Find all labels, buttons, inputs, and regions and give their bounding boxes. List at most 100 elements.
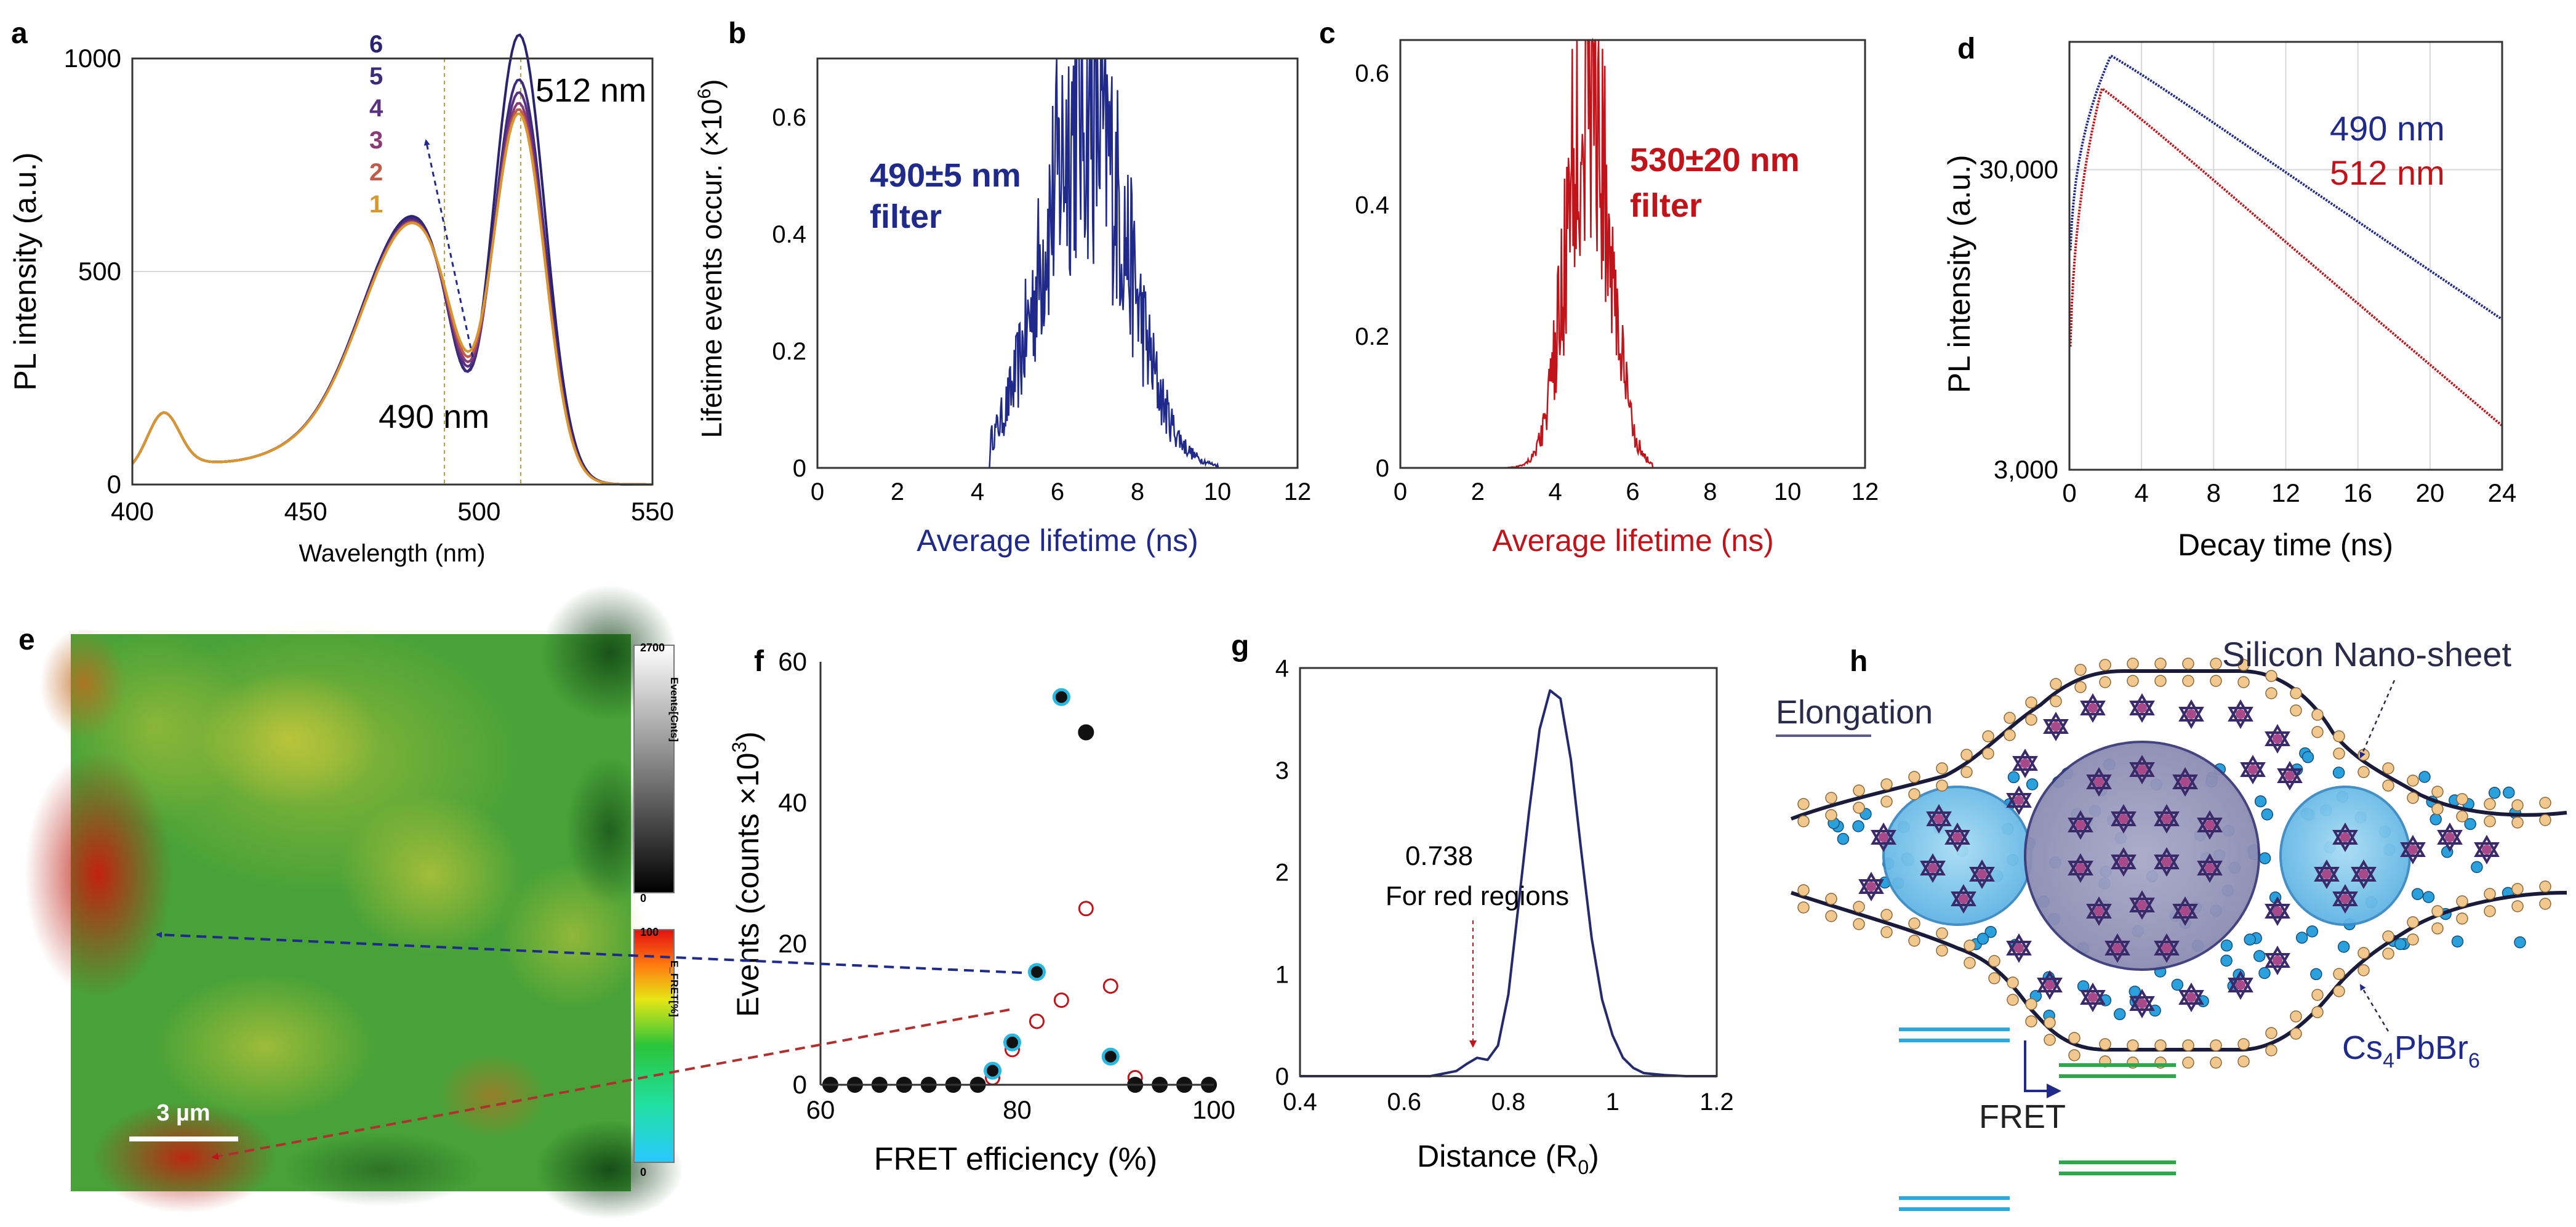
ytick-3000: 3,000 bbox=[1994, 455, 2058, 484]
cs4pbbr6-center bbox=[1928, 863, 1938, 873]
legend-item-3: 3 bbox=[369, 127, 383, 154]
edge-bead bbox=[1880, 778, 1893, 791]
silicon-particle bbox=[2503, 786, 2515, 799]
edge-bead bbox=[2431, 905, 2444, 917]
edge-bead bbox=[2484, 905, 2496, 917]
ytick-0: 0 bbox=[1275, 1063, 1289, 1090]
cs4pbbr6-star bbox=[2265, 953, 2290, 975]
edge-bead bbox=[2099, 676, 2111, 688]
cs4pbbr6-star bbox=[2400, 842, 2426, 864]
xtick-0.6: 0.6 bbox=[1387, 1088, 1421, 1116]
colorbar-events-min: 0 bbox=[640, 892, 646, 904]
ytick-0.4: 0.4 bbox=[1355, 191, 1389, 219]
cs4pbbr6-center bbox=[2137, 703, 2147, 713]
cs4pbbr6-star bbox=[2086, 904, 2112, 926]
open-point bbox=[1029, 1013, 1045, 1029]
cs4pbbr6-center bbox=[2248, 765, 2258, 774]
panel-c-frame bbox=[1399, 39, 1866, 469]
edge-bead bbox=[2182, 658, 2194, 670]
cs4pbbr6-star bbox=[1871, 830, 1896, 852]
open-point bbox=[1102, 978, 1118, 994]
cs4pbbr6-center bbox=[2119, 857, 2129, 867]
edge-bead bbox=[2154, 675, 2167, 687]
filled-point bbox=[1078, 724, 1094, 741]
cs4pbbr6-star bbox=[2068, 818, 2093, 840]
silicon-particle bbox=[2254, 795, 2267, 808]
edge-bead bbox=[2456, 895, 2468, 907]
cs4pbbr6-center bbox=[2359, 869, 2369, 879]
edge-bead bbox=[2127, 1039, 2139, 1052]
edge-bead bbox=[1936, 944, 1948, 957]
panel-g-curve bbox=[1300, 689, 1717, 1077]
arrow-blue-to-image bbox=[156, 931, 1022, 974]
ytick-0.2: 0.2 bbox=[1355, 323, 1389, 350]
edge-bead bbox=[2431, 922, 2444, 935]
cs4pbbr6-star bbox=[2086, 767, 2112, 789]
cs4pbbr6-center bbox=[2186, 709, 2196, 719]
legend-item-5: 5 bbox=[369, 63, 383, 90]
panel-f-xlabel: FRET efficiency (%) bbox=[874, 1141, 1157, 1177]
cs4pbbr6-center bbox=[2119, 814, 2129, 824]
edge-bead bbox=[1964, 939, 1976, 952]
cs4pbbr6-center bbox=[2076, 863, 2085, 873]
cs4pbbr6-star bbox=[2154, 847, 2180, 869]
edge-bead bbox=[1880, 909, 1893, 921]
pl-spectrum-1 bbox=[131, 112, 652, 486]
panel-c-filter-line1: 530±20 nm bbox=[1630, 142, 1800, 179]
edge-bead bbox=[1908, 935, 1920, 947]
edge-bead bbox=[2237, 659, 2250, 671]
cs4pbbr6-star bbox=[2197, 853, 2223, 875]
cs4pbbr6-center bbox=[2014, 943, 2024, 953]
xtick-6: 6 bbox=[1626, 478, 1639, 505]
cs4pbbr6-star bbox=[2154, 941, 2180, 963]
ytick-4: 4 bbox=[1275, 655, 1289, 682]
edge-bead bbox=[2290, 704, 2302, 717]
edge-bead bbox=[2127, 675, 2139, 687]
cs4pbbr6-star bbox=[2197, 861, 2223, 883]
panel-g-frame bbox=[1299, 667, 1718, 1077]
panel-d-grid bbox=[2069, 42, 2503, 470]
panel-b-filter-line2: filter bbox=[870, 198, 942, 235]
ytick-0: 0 bbox=[793, 1070, 807, 1099]
cs4pbbr6-star bbox=[2129, 989, 2155, 1011]
panel-a: a 400 450 500 550 0 500 1000 Wavelength (nm) P… bbox=[8, 17, 674, 567]
arrow-red-to-image bbox=[211, 1008, 1010, 1161]
xtick-12: 12 bbox=[2271, 478, 2300, 507]
cs4pbbr6-center bbox=[2205, 863, 2215, 873]
panel-d-frame bbox=[2068, 41, 2503, 471]
panel-b-ylabel: Lifetime events occur. (×106) bbox=[694, 79, 728, 438]
cs4pbbr6-center bbox=[2180, 906, 2190, 916]
panel-g-tick-labels: 0.4 0.6 0.8 1 1.2 0 1 2 3 4 bbox=[1275, 655, 1734, 1116]
panel-label-e: e bbox=[18, 624, 35, 656]
edge-bead bbox=[2311, 1006, 2324, 1018]
edge-bead bbox=[1797, 798, 1810, 810]
cs4pbbr6-center bbox=[2076, 820, 2085, 830]
ytick-0: 0 bbox=[793, 455, 806, 482]
fret-image bbox=[25, 585, 683, 1219]
edge-bead bbox=[2025, 696, 2037, 709]
colorbar-fret-label: E_FRET[%] bbox=[668, 960, 680, 1017]
cs4pbbr6-star bbox=[1920, 861, 1946, 883]
ytick-1000: 1000 bbox=[64, 44, 121, 73]
cs4pbbr6-pointer bbox=[2359, 984, 2389, 1032]
edge-bead bbox=[2237, 676, 2250, 688]
annotation-512nm: 512 nm bbox=[536, 72, 646, 109]
cs4pbbr6-star bbox=[2012, 749, 2038, 771]
edge-bead bbox=[2265, 1044, 2277, 1056]
silicon-particle bbox=[2464, 818, 2476, 831]
panel-c-tick-labels: 0 2 4 6 8 10 12 0 0.2 0.4 0.6 bbox=[1355, 60, 1879, 505]
panel-label-g: g bbox=[1231, 630, 1249, 662]
edge-bead bbox=[2210, 1056, 2222, 1069]
edge-bead bbox=[2484, 815, 2496, 827]
ytick-0.2: 0.2 bbox=[772, 338, 806, 365]
edge-bead bbox=[1853, 784, 1865, 797]
edge-bead bbox=[2484, 888, 2496, 900]
cs4pbbr6-star bbox=[2351, 859, 2377, 882]
edge-bead bbox=[1936, 927, 1948, 939]
panel-label-a: a bbox=[11, 17, 28, 50]
cs4pbbr6-star bbox=[1858, 872, 1884, 894]
cs4pbbr6-star bbox=[2474, 842, 2500, 864]
edge-bead bbox=[1825, 910, 1837, 922]
edge-bead bbox=[2210, 658, 2222, 670]
